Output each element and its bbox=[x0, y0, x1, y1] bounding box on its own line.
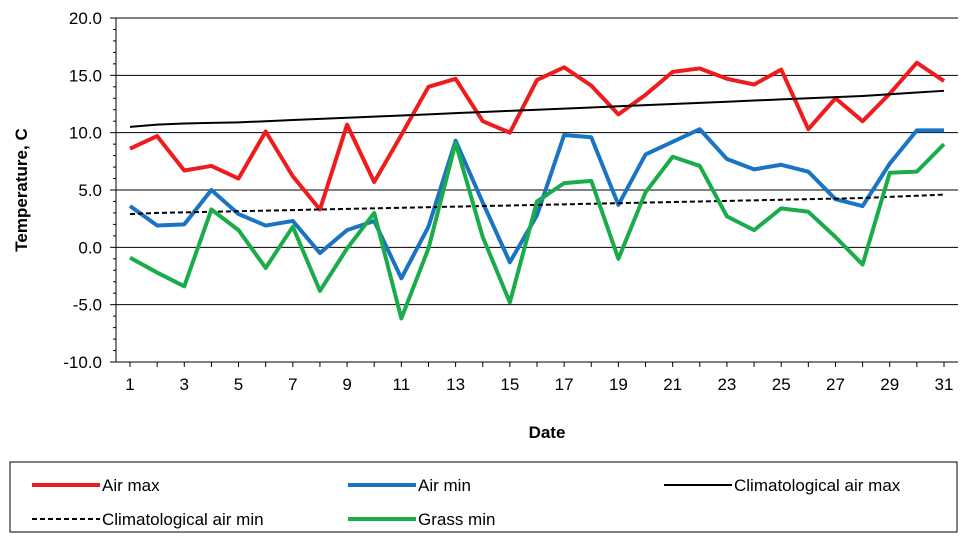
gridlines bbox=[116, 17, 958, 306]
y-axis-title: Temperature, C bbox=[12, 128, 31, 251]
legend-entry-climatological-air-min: Climatological air min bbox=[32, 510, 264, 529]
legend-entry-air-min: Air min bbox=[348, 476, 471, 495]
axes bbox=[110, 17, 958, 367]
x-tick-label: 23 bbox=[717, 375, 736, 394]
tick-labels: -10.0-5.00.05.010.015.020.01 3 5 7 9 11 13 15 17… bbox=[63, 9, 953, 394]
legend-entry-climatological-air-max: Climatological air max bbox=[664, 476, 901, 495]
legend-box bbox=[9, 461, 958, 533]
x-tick-label: 29 bbox=[880, 375, 899, 394]
y-tick-label: -5.0 bbox=[73, 296, 102, 315]
x-tick-label: 7 bbox=[288, 375, 297, 394]
y-tick-label: 0.0 bbox=[78, 238, 102, 257]
legend: Air max Air min Climatological air max Clim… bbox=[9, 461, 958, 533]
y-tick-label: 20.0 bbox=[69, 9, 102, 28]
plot-series bbox=[128, 60, 946, 321]
legend-label: Grass min bbox=[418, 510, 495, 529]
legend-label: Air max bbox=[102, 476, 160, 495]
x-tick-label: 9 bbox=[342, 375, 351, 394]
x-tick-label: 31 bbox=[935, 375, 954, 394]
x-tick-label: 13 bbox=[446, 375, 465, 394]
series-line-climatological-air-max bbox=[129, 89, 945, 128]
legend-entry-grass-min: Grass min bbox=[348, 510, 495, 529]
x-tick-label: 19 bbox=[609, 375, 628, 394]
x-tick-label: 17 bbox=[555, 375, 574, 394]
x-tick-label: 21 bbox=[663, 375, 682, 394]
y-tick-label: -10.0 bbox=[63, 353, 102, 372]
legend-label: Air min bbox=[418, 476, 471, 495]
x-tick-label: 1 bbox=[125, 375, 134, 394]
x-tick-label: 5 bbox=[234, 375, 243, 394]
x-tick-label: 25 bbox=[772, 375, 791, 394]
x-tick-label: 3 bbox=[180, 375, 189, 394]
legend-entry-air-max: Air max bbox=[32, 476, 160, 495]
x-tick-label: 15 bbox=[500, 375, 519, 394]
series-line-air-min bbox=[128, 127, 944, 281]
legend-label: Climatological air min bbox=[102, 510, 264, 529]
legend-label: Climatological air max bbox=[734, 476, 901, 495]
y-tick-label: 10.0 bbox=[69, 124, 102, 143]
series-line-air-max bbox=[129, 60, 946, 212]
x-tick-label: 11 bbox=[393, 375, 411, 394]
x-tick-label: 27 bbox=[826, 375, 845, 394]
x-axis-title: Date bbox=[529, 423, 566, 442]
y-tick-label: 5.0 bbox=[78, 181, 102, 200]
y-tick-label: 15.0 bbox=[69, 66, 102, 85]
series-line-grass-min bbox=[129, 140, 946, 321]
